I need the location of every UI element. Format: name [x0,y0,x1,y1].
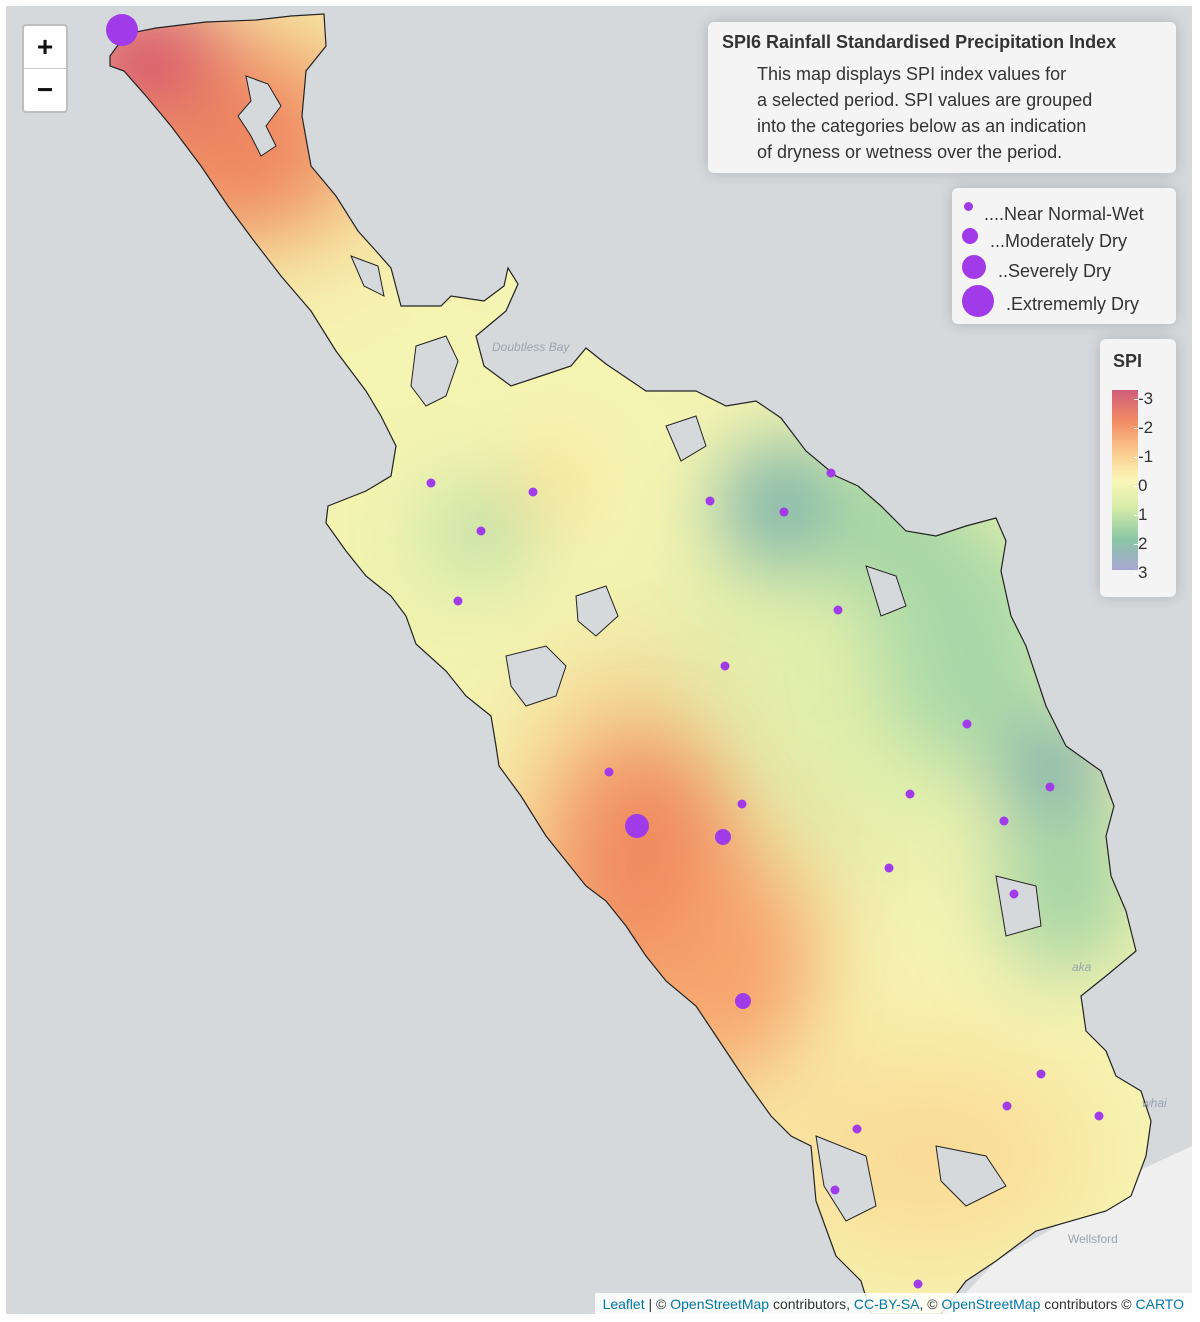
spi-tick: -2 [1133,418,1154,437]
info-box: SPI6 Rainfall Standardised Precipitation… [708,22,1176,173]
station-marker-near-normal-wet[interactable] [905,789,915,799]
attribution-text: contributors, [769,1296,854,1312]
place-label-doubtless-bay: Doubtless Bay [492,340,570,354]
info-line-4: of dryness or wetness over the period. [757,142,1063,162]
legend-dot-moderately-dry [962,228,978,244]
osm-link[interactable]: OpenStreetMap [941,1296,1041,1312]
spi-legend-title: SPI [1113,351,1143,371]
osm-link[interactable]: OpenStreetMap [670,1296,770,1312]
station-marker-severely-dry[interactable] [625,814,649,838]
station-marker-moderately-dry[interactable] [715,829,731,845]
station-marker-near-normal-wet[interactable] [1045,782,1055,792]
marker-size-legend: ....Near Normal-Wet ...Moderately Dry ..… [952,188,1176,324]
map-layer[interactable] [6,6,1192,1314]
map-canvas[interactable]: Doubtless Bay Wellsford aka whai + − SPI… [6,6,1192,1314]
station-marker-near-normal-wet[interactable] [426,478,436,488]
info-line-2: a selected period. SPI values are groupe… [757,90,1093,110]
spi-tick: 1 [1133,505,1148,524]
zoom-control: + − [22,24,68,113]
attribution-sep: | © [644,1296,671,1312]
station-marker-moderately-dry[interactable] [735,993,751,1009]
spi-tick: 2 [1133,534,1148,553]
spi-tick: -1 [1133,447,1154,466]
legend-label-severely-dry: ..Severely Dry [998,261,1112,281]
harbours [237,75,1042,1222]
place-label-aka: aka [1072,960,1092,974]
cc-by-sa-link[interactable]: CC-BY-SA [853,1296,920,1312]
station-marker-near-normal-wet[interactable] [779,507,789,517]
station-marker-near-normal-wet[interactable] [720,661,730,671]
station-marker-near-normal-wet[interactable] [528,487,538,497]
station-marker-near-normal-wet[interactable] [962,719,972,729]
spi-tick: -3 [1133,389,1154,408]
leaflet-link[interactable]: Leaflet [602,1296,645,1312]
station-marker-near-normal-wet[interactable] [830,1185,840,1195]
station-marker-near-normal-wet[interactable] [913,1279,923,1289]
station-marker-near-normal-wet[interactable] [1094,1111,1104,1121]
station-marker-near-normal-wet[interactable] [1036,1069,1046,1079]
station-marker-near-normal-wet[interactable] [1002,1101,1012,1111]
station-marker-near-normal-wet[interactable] [604,767,614,777]
info-line-1: This map displays SPI index values for [757,64,1067,84]
spi-color-legend: SPI -3 -2 -1 0 1 2 3 [1100,339,1176,597]
spi-tick: 0 [1133,476,1148,495]
station-marker-near-normal-wet[interactable] [453,596,463,606]
station-marker-near-normal-wet[interactable] [1009,889,1019,899]
attribution-text: contributors © [1040,1296,1136,1312]
legend-dot-near-normal-wet [964,202,973,211]
legend-label-extremely-dry: .Extrememly Dry [1006,294,1140,314]
legend-label-near-normal-wet: ....Near Normal-Wet [984,204,1144,224]
legend-dot-severely-dry [962,255,986,279]
info-line-3: into the categories below as an indicati… [757,116,1087,136]
station-marker-near-normal-wet[interactable] [476,526,486,536]
legend-dot-extremely-dry [962,285,994,317]
station-marker-near-normal-wet[interactable] [737,799,747,809]
station-marker-near-normal-wet[interactable] [884,863,894,873]
place-label-wellsford: Wellsford [1068,1232,1118,1246]
place-label-whai: whai [1142,1096,1167,1110]
map-attribution: Leaflet | © OpenStreetMap contributors, … [594,1293,1192,1314]
carto-link[interactable]: CARTO [1135,1296,1185,1312]
spi-tick: 3 [1133,563,1148,582]
station-marker-near-normal-wet[interactable] [833,605,843,615]
zoom-out-button[interactable]: − [24,68,66,110]
attribution-sep: , © [919,1296,942,1312]
station-marker-near-normal-wet[interactable] [999,816,1009,826]
station-marker-near-normal-wet[interactable] [705,496,715,506]
legend-label-moderately-dry: ...Moderately Dry [990,231,1128,251]
spi-color-ramp [1112,390,1138,570]
station-marker-extremely-dry[interactable] [106,14,138,46]
station-marker-near-normal-wet[interactable] [852,1124,862,1134]
info-title: SPI6 Rainfall Standardised Precipitation… [722,32,1117,52]
station-markers [106,14,1104,1289]
zoom-in-button[interactable]: + [36,31,54,62]
station-marker-near-normal-wet[interactable] [826,468,836,478]
